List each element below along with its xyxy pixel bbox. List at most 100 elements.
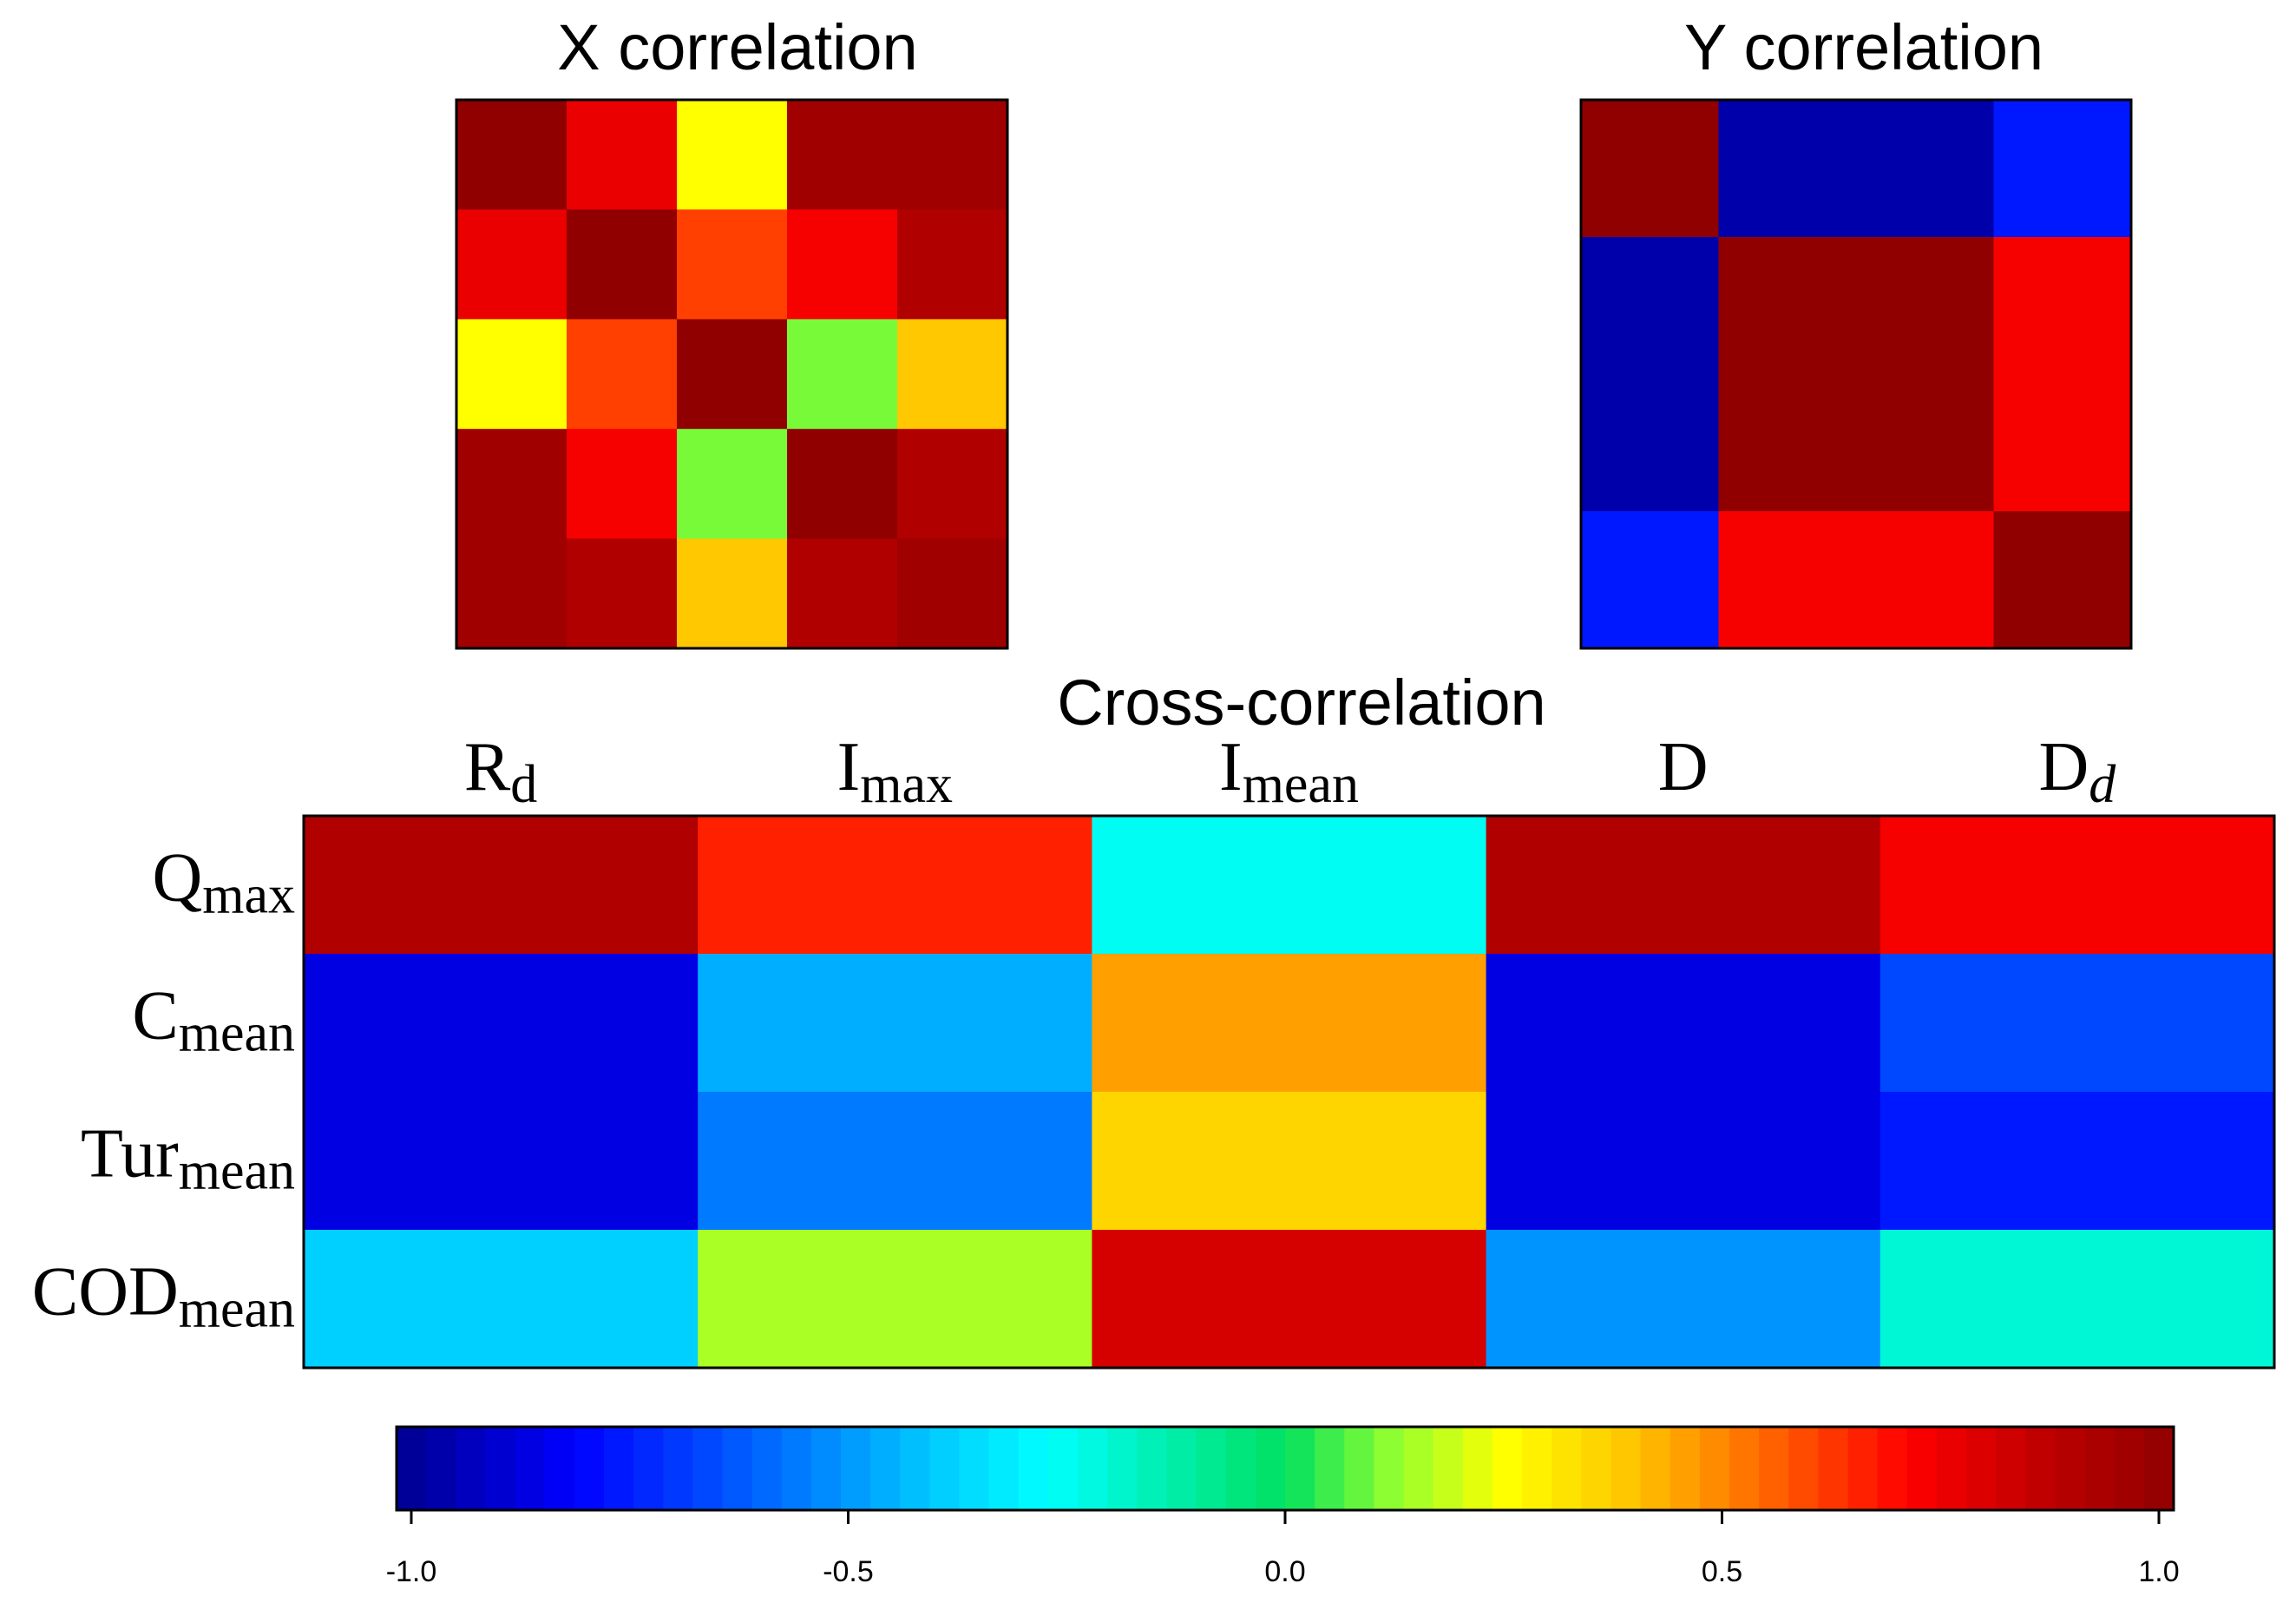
colorbar-step xyxy=(1966,1427,1997,1510)
x-correlation-cell-r2-c2 xyxy=(677,319,788,430)
row-label-subscript: max xyxy=(202,866,295,925)
y-correlation-cell-r0-c2 xyxy=(1856,100,1995,238)
cross-correlation-cell-r1-c0 xyxy=(304,954,699,1093)
colorbar-step xyxy=(1374,1427,1405,1510)
colorbar-step xyxy=(781,1427,812,1510)
y-correlation-cell-r2-c2 xyxy=(1856,374,1995,512)
cross-correlation-cell-r2-c1 xyxy=(698,1092,1092,1231)
colorbar-step xyxy=(456,1427,486,1510)
row-label-base: Tur xyxy=(81,1116,179,1192)
x-correlation-cell-r0-c1 xyxy=(567,100,678,210)
colorbar-step xyxy=(1137,1427,1168,1510)
row-label-subscript: mean xyxy=(179,1280,295,1339)
colorbar-step xyxy=(2084,1427,2116,1510)
column-label-subscript: max xyxy=(860,755,953,814)
cross-correlation-cell-r0-c3 xyxy=(1486,816,1881,955)
y-correlation-cell-r3-c0 xyxy=(1581,511,1720,649)
colorbar-step xyxy=(692,1427,724,1510)
cross-correlation-title: Cross-correlation xyxy=(1057,667,1545,739)
y-correlation-cell-r2-c3 xyxy=(1993,374,2132,512)
y-correlation-cell-r0-c3 xyxy=(1993,100,2132,238)
colorbar-step xyxy=(1285,1427,1315,1510)
x-correlation-cell-r1-c3 xyxy=(787,209,898,320)
colorbar-step xyxy=(2114,1427,2145,1510)
colorbar-step xyxy=(1788,1427,1819,1510)
colorbar-step xyxy=(397,1427,427,1510)
cross-correlation-frame xyxy=(302,814,2276,1370)
x-correlation-cell-r2-c0 xyxy=(456,319,567,430)
colorbar-step xyxy=(1670,1427,1701,1510)
colorbar-step xyxy=(1255,1427,1286,1510)
row-label-subscript: mean xyxy=(179,1004,295,1063)
x-correlation-cell-r4-c2 xyxy=(677,538,788,649)
colorbar-step xyxy=(722,1427,753,1510)
column-label-3: D xyxy=(1658,729,1709,805)
x-correlation-cell-r4-c1 xyxy=(567,538,678,649)
colorbar-step xyxy=(1196,1427,1227,1510)
cross-correlation-cell-r3-c0 xyxy=(304,1230,699,1369)
colorbar-step xyxy=(1166,1427,1197,1510)
colorbar-tick-label: 0.0 xyxy=(1264,1555,1305,1588)
x-correlation-cell-r3-c4 xyxy=(897,429,1008,540)
x-correlation-cell-r2-c3 xyxy=(787,319,898,430)
cross-correlation-cell-r2-c4 xyxy=(1879,1092,2275,1231)
cross-correlation-cell-r2-c0 xyxy=(304,1092,699,1231)
row-label-base: COD xyxy=(32,1254,179,1330)
row-label-base: Q xyxy=(152,840,202,916)
colorbar-step xyxy=(1729,1427,1760,1510)
cross-correlation-cell-r3-c2 xyxy=(1092,1230,1487,1369)
colorbar-step xyxy=(1818,1427,1849,1510)
colorbar-step xyxy=(2025,1427,2057,1510)
colorbar-step xyxy=(751,1427,783,1510)
y-correlation-title: Y correlation xyxy=(1684,11,2043,83)
colorbar-step xyxy=(1107,1427,1138,1510)
cross-column-labels: Rd Imax Imean D Dd xyxy=(464,729,2116,814)
column-label-1: Imax xyxy=(837,729,953,814)
x-correlation-heatmap xyxy=(456,100,1008,649)
colorbar-step xyxy=(603,1427,634,1510)
y-correlation-cell-r1-c1 xyxy=(1718,237,1857,375)
row-label-subscript: mean xyxy=(179,1142,295,1201)
colorbar-step xyxy=(1996,1427,2026,1510)
colorbar-step xyxy=(426,1427,456,1510)
cross-correlation-cell-r3-c3 xyxy=(1486,1230,1881,1369)
colorbar-step xyxy=(959,1427,990,1510)
colorbar-step xyxy=(1551,1427,1582,1510)
colorbar-step xyxy=(900,1427,930,1510)
colorbar-step xyxy=(1522,1427,1552,1510)
x-correlation-cell-r2-c1 xyxy=(567,319,678,430)
column-label-subscript: d xyxy=(2089,755,2116,814)
colorbar-step xyxy=(1344,1427,1374,1510)
x-correlation-cell-r4-c0 xyxy=(456,538,567,649)
column-label-base: R xyxy=(464,729,511,805)
x-correlation-cell-r0-c2 xyxy=(677,100,788,210)
row-label-base: C xyxy=(132,978,178,1054)
cross-correlation-cell-r1-c2 xyxy=(1092,954,1487,1093)
colorbar-step xyxy=(1492,1427,1523,1510)
cross-correlation-cell-r0-c0 xyxy=(304,816,699,955)
colorbar-step xyxy=(841,1427,871,1510)
cross-correlation-cell-r2-c2 xyxy=(1092,1092,1487,1231)
colorbar-step xyxy=(1315,1427,1345,1510)
x-correlation-frame xyxy=(455,98,1009,650)
column-label-base: I xyxy=(1219,729,1243,805)
colorbar-tick-label: -1.0 xyxy=(386,1555,437,1588)
y-correlation-cell-r3-c2 xyxy=(1856,511,1995,649)
x-correlation-cell-r2-c4 xyxy=(897,319,1008,430)
x-correlation-cell-r0-c3 xyxy=(787,100,898,210)
row-label-1: Cmean xyxy=(132,978,295,1063)
y-correlation-cell-r1-c0 xyxy=(1581,237,1720,375)
y-correlation-cell-r3-c1 xyxy=(1718,511,1857,649)
column-label-base: I xyxy=(837,729,861,805)
colorbar-step xyxy=(929,1427,961,1510)
colorbar-step xyxy=(1078,1427,1108,1510)
colorbar-step xyxy=(1433,1427,1464,1510)
colorbar-step xyxy=(1610,1427,1642,1510)
row-label-0: Qmax xyxy=(152,840,295,925)
colorbar-step xyxy=(810,1427,842,1510)
x-correlation-cell-r1-c1 xyxy=(567,209,678,320)
x-correlation-cell-r1-c0 xyxy=(456,209,567,320)
y-correlation-cell-r2-c1 xyxy=(1718,374,1857,512)
colorbar-step xyxy=(1847,1427,1879,1510)
colorbar-step xyxy=(1581,1427,1612,1510)
